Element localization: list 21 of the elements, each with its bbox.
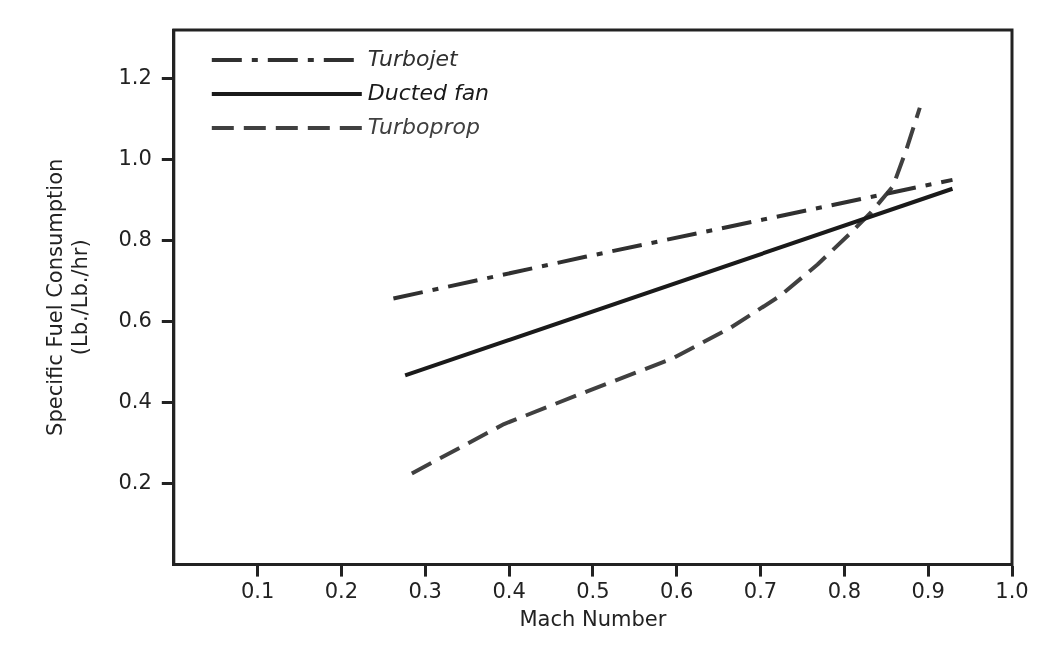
- x-tick-label: 1.0: [995, 578, 1029, 603]
- x-tick-label: 0.6: [660, 578, 694, 603]
- x-tick-label: 0.9: [911, 578, 945, 603]
- y-axis-title: Specific Fuel Consumption (Lb./Lb./hr): [43, 158, 93, 436]
- y-tick-label: 0.6: [118, 308, 152, 333]
- y-tick-label: 1.2: [118, 65, 152, 90]
- text: Turboprop: [367, 113, 480, 139]
- text: Turbojet: [367, 45, 460, 71]
- x-tick-label: 0.8: [827, 578, 862, 603]
- x-tick-label: 0.4: [492, 578, 526, 603]
- x-tick-label: 0.5: [576, 578, 610, 603]
- x-axis-title: Mach Number: [519, 606, 667, 631]
- x-tick-label: 0.3: [408, 578, 442, 603]
- x-tick-label: 0.7: [743, 578, 778, 603]
- y-tick-label: 0.4: [118, 389, 152, 414]
- x-tick-label: 0.2: [324, 578, 359, 603]
- y-tick-label: 1.0: [118, 146, 152, 171]
- x-tick-label: 0.1: [240, 578, 275, 603]
- text: Ducted fan: [367, 79, 490, 105]
- y-tick-label: 0.8: [118, 227, 152, 252]
- y-tick-label: 0.2: [118, 470, 152, 495]
